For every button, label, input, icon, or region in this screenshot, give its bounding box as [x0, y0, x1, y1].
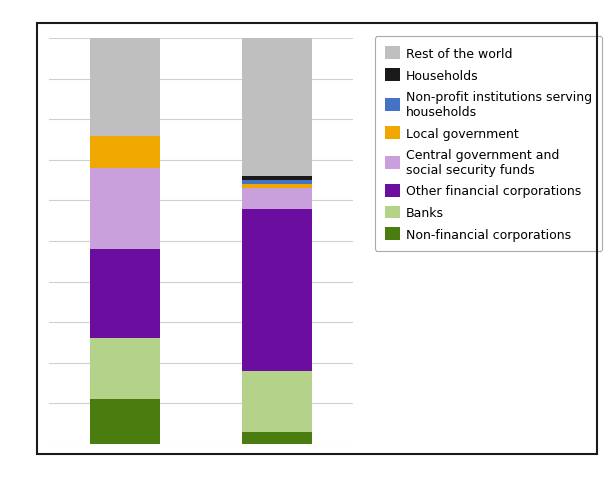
Bar	[242, 189, 312, 209]
Bar	[242, 432, 312, 444]
Bar	[90, 339, 160, 400]
Bar	[242, 177, 312, 181]
Legend: Rest of the world, Households, Non-profit institutions serving
households, Local: Rest of the world, Households, Non-profi…	[375, 37, 602, 251]
Bar	[90, 400, 160, 444]
Bar	[242, 181, 312, 185]
Bar	[242, 39, 312, 177]
Bar	[90, 136, 160, 169]
Bar	[242, 371, 312, 432]
Bar	[90, 169, 160, 250]
Bar	[242, 185, 312, 189]
Bar	[90, 39, 160, 136]
Bar	[242, 209, 312, 371]
Bar	[90, 250, 160, 339]
